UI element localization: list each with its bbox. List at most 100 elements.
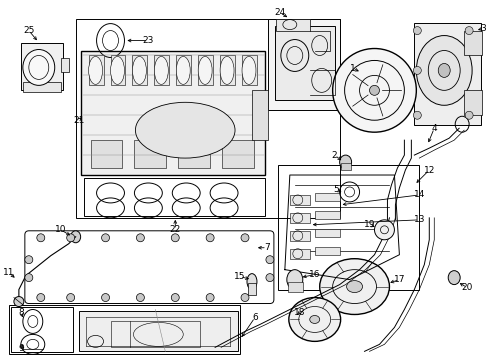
Ellipse shape xyxy=(25,256,33,264)
Ellipse shape xyxy=(101,234,110,242)
Ellipse shape xyxy=(136,293,145,302)
Bar xyxy=(315,193,340,201)
Ellipse shape xyxy=(289,298,341,341)
Ellipse shape xyxy=(101,293,110,302)
Text: 22: 22 xyxy=(170,225,181,234)
Ellipse shape xyxy=(241,293,249,302)
Text: 8: 8 xyxy=(18,308,24,317)
Bar xyxy=(134,140,166,168)
Bar xyxy=(252,90,268,140)
Text: 13: 13 xyxy=(414,215,425,224)
Ellipse shape xyxy=(346,280,363,293)
Bar xyxy=(315,247,340,255)
Ellipse shape xyxy=(89,57,102,84)
Bar xyxy=(11,306,73,352)
Bar xyxy=(176,55,191,85)
Text: 15: 15 xyxy=(234,272,246,281)
Ellipse shape xyxy=(172,234,179,242)
Text: 1: 1 xyxy=(350,64,355,73)
Bar xyxy=(220,55,235,85)
Ellipse shape xyxy=(25,274,33,282)
Text: 6: 6 xyxy=(252,313,258,322)
Bar xyxy=(290,231,310,241)
Ellipse shape xyxy=(374,220,394,240)
Text: 3: 3 xyxy=(480,24,486,33)
Ellipse shape xyxy=(414,111,421,119)
Ellipse shape xyxy=(319,259,390,315)
Bar xyxy=(91,140,122,168)
Ellipse shape xyxy=(465,27,473,35)
Text: 19: 19 xyxy=(364,220,375,229)
Text: 4: 4 xyxy=(432,124,437,133)
Ellipse shape xyxy=(266,256,274,264)
Bar xyxy=(290,249,310,259)
Bar xyxy=(78,311,238,351)
Ellipse shape xyxy=(333,49,416,132)
Ellipse shape xyxy=(176,57,190,84)
Ellipse shape xyxy=(220,57,234,84)
Bar xyxy=(89,55,103,85)
Text: 25: 25 xyxy=(23,26,34,35)
Bar xyxy=(242,55,257,85)
Bar xyxy=(290,213,310,223)
Ellipse shape xyxy=(465,111,473,119)
Ellipse shape xyxy=(136,234,145,242)
Text: 23: 23 xyxy=(143,36,154,45)
Ellipse shape xyxy=(23,50,55,85)
Bar xyxy=(248,283,256,294)
Ellipse shape xyxy=(206,234,214,242)
Bar xyxy=(315,211,340,219)
Bar xyxy=(132,55,147,85)
Ellipse shape xyxy=(241,234,249,242)
Ellipse shape xyxy=(310,315,319,323)
Ellipse shape xyxy=(266,274,274,282)
Bar xyxy=(81,50,265,175)
Bar xyxy=(315,229,340,237)
Ellipse shape xyxy=(438,63,450,77)
Text: 2: 2 xyxy=(332,150,338,159)
Ellipse shape xyxy=(154,57,168,84)
Bar xyxy=(21,42,63,90)
Ellipse shape xyxy=(132,57,147,84)
Ellipse shape xyxy=(37,293,45,302)
Bar xyxy=(61,58,69,72)
Text: 17: 17 xyxy=(393,275,405,284)
Bar xyxy=(154,55,169,85)
Bar xyxy=(111,55,125,85)
Text: 18: 18 xyxy=(294,308,306,317)
Ellipse shape xyxy=(67,234,74,242)
Ellipse shape xyxy=(198,57,212,84)
Ellipse shape xyxy=(287,270,303,289)
Ellipse shape xyxy=(67,293,74,302)
Ellipse shape xyxy=(416,36,472,105)
Bar xyxy=(341,163,350,170)
Text: 10: 10 xyxy=(55,225,67,234)
Bar xyxy=(290,195,310,205)
Text: 14: 14 xyxy=(414,190,425,199)
Ellipse shape xyxy=(448,271,460,285)
Bar xyxy=(415,23,481,125)
Bar xyxy=(278,165,419,289)
Ellipse shape xyxy=(135,102,235,158)
Bar xyxy=(275,26,335,100)
Text: 9: 9 xyxy=(18,344,24,353)
Text: 11: 11 xyxy=(3,268,15,277)
Bar xyxy=(9,305,240,354)
Bar xyxy=(198,55,213,85)
Text: 24: 24 xyxy=(274,8,286,17)
Text: 5: 5 xyxy=(334,185,340,194)
Bar xyxy=(75,19,340,218)
Bar xyxy=(268,19,340,110)
Ellipse shape xyxy=(111,57,124,84)
Bar xyxy=(276,19,310,31)
Bar xyxy=(84,178,265,216)
Bar xyxy=(178,140,210,168)
Bar xyxy=(464,90,482,115)
Bar xyxy=(111,321,200,347)
Ellipse shape xyxy=(37,234,45,242)
Text: 16: 16 xyxy=(309,270,320,279)
Ellipse shape xyxy=(414,67,421,75)
Text: 21: 21 xyxy=(73,116,84,125)
Ellipse shape xyxy=(71,231,81,243)
Bar xyxy=(464,31,482,55)
